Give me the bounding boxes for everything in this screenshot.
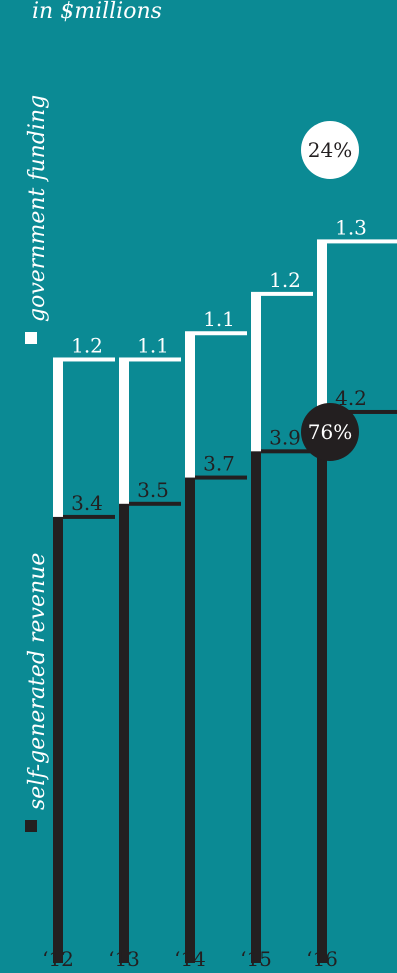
value-labels-layer: 3.41.2‘123.51.1‘133.71.1‘143.91.2‘154.21…: [42, 215, 367, 971]
x-tick-label: ‘15: [240, 947, 272, 971]
unit-note: in $millions: [32, 0, 162, 24]
government-value-label: 1.2: [269, 268, 301, 292]
government-cap: [53, 357, 115, 362]
self-generated-cap: [251, 449, 313, 454]
government-value-label: 1.1: [203, 307, 235, 331]
legend-self-generated-label: self-generated revenue: [25, 553, 50, 810]
x-tick-label: ‘14: [174, 947, 206, 971]
self-generated-bar: [119, 503, 129, 963]
legend-self-generated-swatch: [25, 820, 37, 832]
self-generated-bar: [185, 477, 195, 963]
self-generated-share-circle: [301, 403, 359, 461]
government-bar: [53, 359, 63, 517]
government-value-label: 1.1: [137, 333, 169, 357]
government-share-label: 24%: [308, 138, 352, 162]
self-generated-bar: [317, 411, 327, 964]
government-value-label: 1.3: [335, 215, 367, 239]
self-generated-bar: [251, 451, 261, 963]
government-share-circle: [301, 121, 359, 179]
x-tick-label: ‘13: [108, 947, 140, 971]
government-bar: [119, 359, 129, 504]
self-generated-cap: [317, 409, 397, 414]
legend-government-swatch: [25, 332, 37, 344]
self-generated-value-label: 3.9: [269, 425, 301, 449]
government-value-label: 1.2: [71, 333, 103, 357]
self-generated-value-label: 3.4: [71, 491, 103, 515]
government-cap: [185, 331, 247, 336]
self-generated-cap: [53, 514, 115, 519]
government-cap: [251, 291, 313, 296]
self-generated-value-label: 3.7: [203, 452, 235, 476]
government-bar: [185, 333, 195, 478]
government-cap: [119, 357, 181, 362]
bars-layer: [53, 239, 397, 964]
x-tick-label: ‘16: [306, 947, 338, 971]
legend-government-label: government funding: [25, 95, 50, 322]
government-cap: [317, 239, 397, 244]
self-generated-cap: [119, 501, 181, 506]
x-tick-label: ‘12: [42, 947, 74, 971]
self-generated-share-label: 76%: [308, 420, 352, 444]
self-generated-cap: [185, 475, 247, 480]
self-generated-bar: [53, 516, 63, 963]
government-bar: [317, 241, 327, 412]
self-generated-value-label: 3.5: [137, 478, 169, 502]
government-bar: [251, 293, 261, 452]
